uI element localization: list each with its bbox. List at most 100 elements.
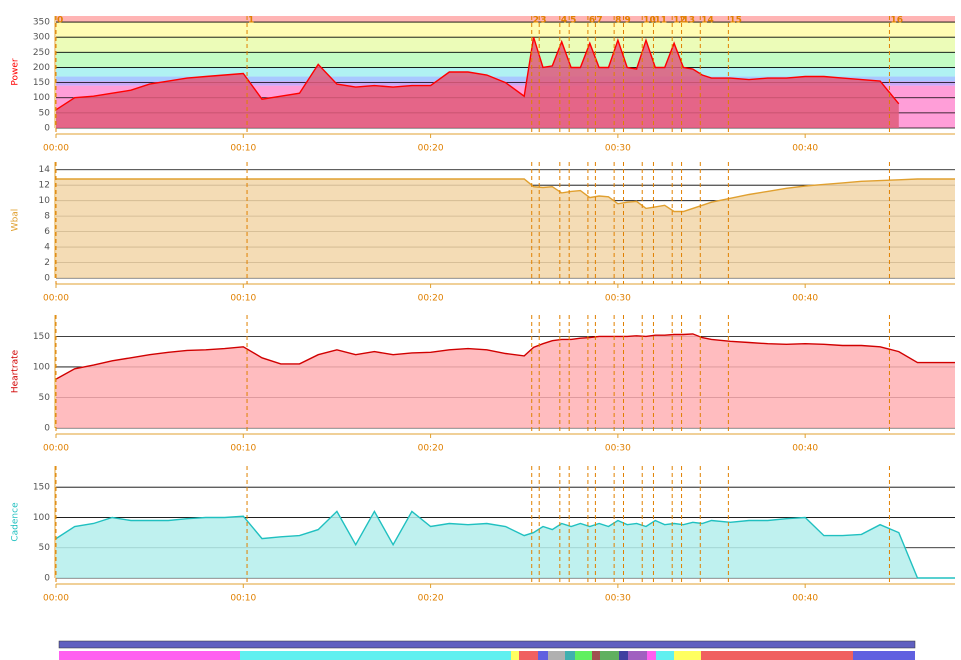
interval-label: 15	[729, 16, 742, 26]
y-tick-label: 150	[33, 483, 50, 493]
y-tick-label: 350	[33, 18, 50, 28]
x-tick-label: 00:10	[230, 294, 256, 304]
bar-segment	[240, 651, 511, 660]
bar-segment	[656, 651, 674, 660]
bar-segment	[628, 651, 647, 660]
x-tick-label: 00:00	[43, 594, 69, 604]
area-fill	[56, 511, 955, 578]
x-tick-label: 00:30	[605, 294, 631, 304]
x-tick-label: 00:30	[605, 444, 631, 454]
zone-bar	[58, 640, 916, 660]
series-line	[55, 333, 955, 380]
interval-label: 2	[533, 16, 539, 26]
bar-segment	[674, 651, 701, 660]
power-zone	[56, 37, 955, 53]
bar-segment	[592, 651, 600, 660]
interval-label: 0	[57, 16, 63, 26]
area-fill	[56, 37, 899, 129]
y-tick-label: 100	[33, 362, 50, 372]
interval-label: 10	[643, 16, 656, 26]
y-tick-label: 100	[33, 513, 50, 523]
x-tick-label: 00:40	[792, 144, 818, 154]
y-tick-label: 100	[33, 93, 50, 103]
y-tick-label: 200	[33, 63, 50, 73]
y-tick-label: 0	[44, 424, 50, 434]
y-axis-title: Heartrate	[11, 349, 21, 393]
y-tick-label: 12	[39, 181, 50, 191]
interval-label: 5	[570, 16, 576, 26]
interval-label: 12	[673, 16, 686, 26]
bar-segment	[619, 651, 628, 660]
area-fill	[56, 333, 955, 428]
y-tick-label: 300	[33, 33, 50, 43]
bar-segment	[511, 651, 519, 660]
interval-label: 14	[701, 16, 714, 26]
y-tick-label: 150	[33, 78, 50, 88]
x-tick-label: 00:40	[792, 594, 818, 604]
bar-segment	[575, 651, 592, 660]
power-zone	[56, 16, 955, 23]
x-tick-label: 00:10	[230, 594, 256, 604]
x-tick-label: 00:40	[792, 294, 818, 304]
interval-label: 9	[624, 16, 630, 26]
x-tick-label: 00:20	[418, 594, 444, 604]
y-axis-title: Power	[11, 58, 21, 86]
x-tick-label: 00:20	[418, 144, 444, 154]
y-tick-label: 0	[44, 574, 50, 584]
series-line	[55, 36, 900, 111]
series-line	[56, 178, 955, 213]
bar-segment	[701, 651, 853, 660]
power-zone	[56, 76, 955, 82]
bar-segment	[519, 651, 538, 660]
y-tick-label: 150	[33, 332, 50, 342]
area-fill	[56, 179, 955, 278]
bar-segment	[600, 651, 619, 660]
bar-segment	[853, 651, 915, 660]
interval-label: 16	[890, 16, 903, 26]
interval-label: 8	[615, 16, 621, 26]
series-line	[55, 509, 955, 579]
x-tick-label: 00:20	[418, 444, 444, 454]
x-tick-label: 00:10	[230, 444, 256, 454]
x-tick-label: 00:30	[605, 594, 631, 604]
x-tick-label: 00:10	[230, 144, 256, 154]
x-tick-label: 00:00	[43, 444, 69, 454]
y-tick-label: 4	[44, 243, 50, 253]
bar-segment	[565, 651, 575, 660]
y-tick-label: 6	[44, 227, 50, 237]
power-zone	[56, 67, 955, 77]
interval-label: 3	[540, 16, 546, 26]
y-tick-label: 2	[44, 258, 50, 268]
y-tick-label: 8	[44, 212, 50, 222]
chart-panel: 0 50 100 150 00:00 00:10 00:20 00:30 00:40 Cadenc…	[11, 466, 955, 604]
y-axis-title: Wbal	[11, 209, 21, 232]
y-tick-label: 0	[44, 274, 50, 284]
x-tick-label: 00:00	[43, 294, 69, 304]
bar-segment	[59, 651, 240, 660]
interval-label: 1	[248, 16, 254, 26]
y-tick-label: 14	[39, 165, 51, 175]
chart-panel: 0 50 100 150 00:00 00:10 00:20 00:30 00:40 Heartr…	[11, 315, 955, 454]
y-tick-label: 250	[33, 48, 50, 58]
y-tick-label: 50	[39, 543, 51, 553]
x-tick-label: 00:00	[43, 144, 69, 154]
y-tick-label: 0	[44, 124, 50, 134]
power-zone	[56, 22, 955, 38]
x-tick-label: 00:40	[792, 444, 818, 454]
bar-segment	[647, 651, 656, 660]
chart-panel: 0 2 4 6 8 10 12 14 00:00 00:10 00:20 00:30 00:40 Wbal	[11, 162, 955, 304]
interval-label: 4	[561, 16, 567, 26]
y-axis-title: Cadence	[11, 502, 21, 542]
bar-segment	[538, 651, 548, 660]
power-zone	[56, 52, 955, 68]
bar-segment	[548, 651, 565, 660]
y-tick-label: 10	[39, 196, 51, 206]
bar-segment	[58, 640, 916, 649]
interval-label: 11	[654, 16, 667, 26]
x-tick-label: 00:20	[418, 294, 444, 304]
interval-label: 7	[596, 16, 602, 26]
interval-label: 6	[589, 16, 595, 26]
y-tick-label: 50	[39, 393, 51, 403]
x-tick-label: 00:30	[605, 144, 631, 154]
